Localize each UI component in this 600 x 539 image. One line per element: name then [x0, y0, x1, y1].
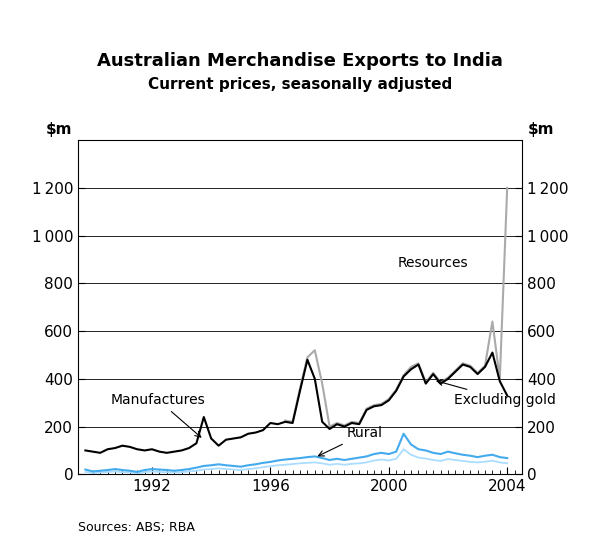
Text: Current prices, seasonally adjusted: Current prices, seasonally adjusted [148, 77, 452, 92]
Text: Excluding gold: Excluding gold [437, 380, 556, 407]
Text: Resources: Resources [398, 255, 469, 270]
Text: Manufactures: Manufactures [110, 393, 205, 437]
Text: Sources: ABS; RBA: Sources: ABS; RBA [78, 521, 195, 534]
Text: Rural: Rural [319, 426, 383, 456]
Text: Australian Merchandise Exports to India: Australian Merchandise Exports to India [97, 52, 503, 70]
Text: $m: $m [46, 122, 72, 137]
Text: $m: $m [528, 122, 554, 137]
